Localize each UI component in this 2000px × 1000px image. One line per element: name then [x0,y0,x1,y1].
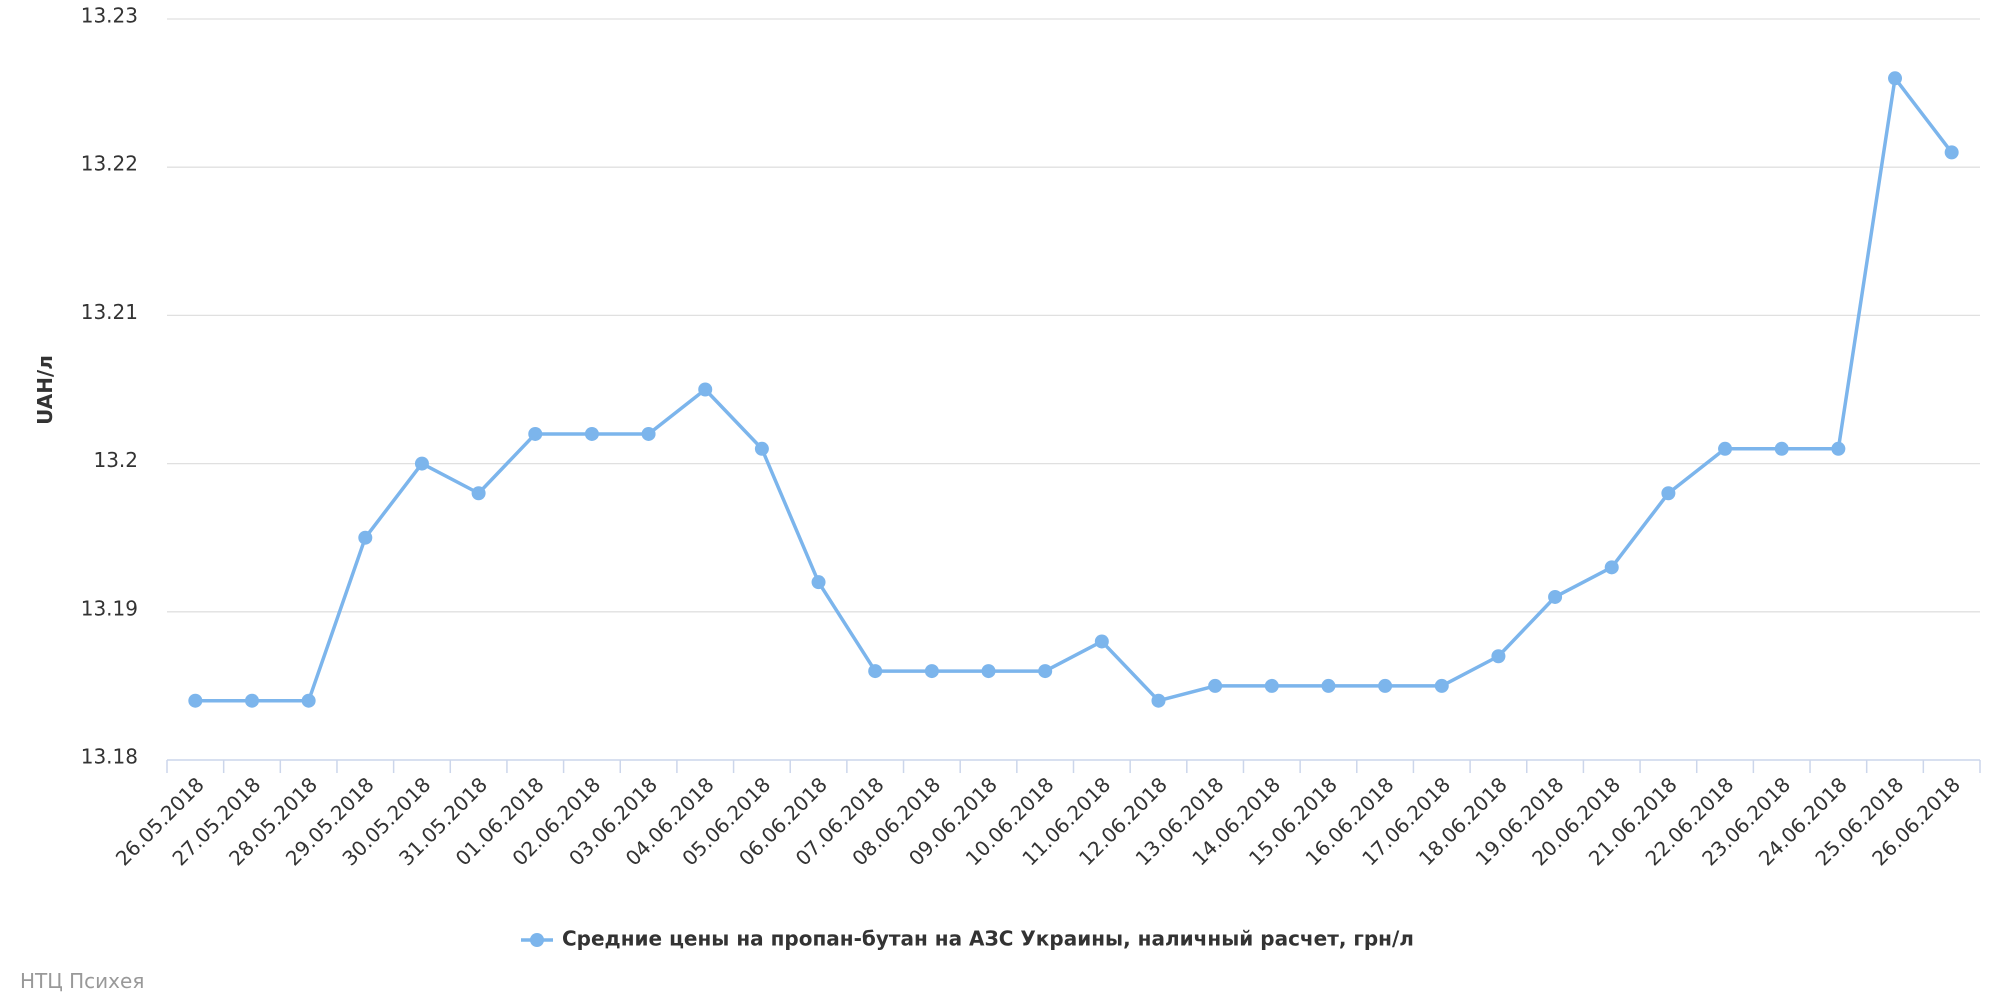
data-point [1548,589,1563,604]
data-point [981,664,996,679]
data-point [528,426,543,441]
data-point [1264,678,1279,693]
data-point [301,693,316,708]
data-point [1434,678,1449,693]
data-point [1944,145,1959,160]
y-tick-label: 13.19 [81,596,138,620]
data-point [1208,678,1223,693]
data-point [244,693,259,708]
data-point [1094,634,1109,649]
data-point [868,664,883,679]
data-point [754,441,769,456]
data-point [641,426,656,441]
legend-label: Средние цены на пропан-бутан на АЗС Укра… [562,927,1414,951]
data-point [1661,486,1676,501]
data-point [1718,441,1733,456]
data-point [1604,560,1619,575]
series-line [195,76,1954,703]
data-point [1491,649,1506,664]
y-tick-label: 13.22 [81,152,138,176]
data-point [924,664,939,679]
data-point [1038,664,1053,679]
y-tick-label: 13.23 [81,4,138,28]
y-tick-label: 13.18 [81,745,138,769]
data-point [1321,678,1336,693]
data-point [1888,71,1903,86]
data-point [584,426,599,441]
data-point [414,456,429,471]
data-point [698,382,713,397]
data-point [811,575,826,590]
y-axis-label: UAH/л [33,355,57,425]
data-point [1774,441,1789,456]
data-point [471,486,486,501]
data-point [358,530,373,545]
legend-symbol [530,933,544,947]
data-point [188,693,203,708]
y-tick-label: 13.2 [93,448,138,472]
data-point [1378,678,1393,693]
y-tick-label: 13.21 [81,300,138,324]
data-point [1831,441,1846,456]
data-point [1151,693,1166,708]
credit: НТЦ Психея [20,969,144,993]
